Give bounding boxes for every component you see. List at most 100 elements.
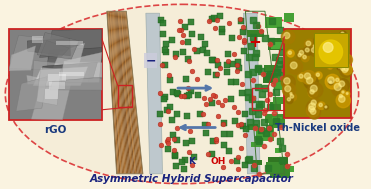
Point [167,79,173,82]
Circle shape [290,93,292,95]
Point [256,139,262,142]
Polygon shape [121,11,138,174]
Circle shape [306,104,319,117]
Polygon shape [124,11,140,174]
Point [235,60,241,64]
Point [267,138,273,141]
Point [255,112,260,115]
Point [256,138,262,141]
Point [253,121,259,124]
Point [189,70,195,73]
Point [256,67,262,70]
Polygon shape [115,11,128,174]
Point [211,16,217,19]
Point [267,93,273,96]
Point [265,166,271,169]
Point [219,30,225,33]
Polygon shape [274,78,292,90]
Polygon shape [263,73,274,83]
Point [266,127,272,130]
Point [226,149,232,152]
Point [181,94,187,97]
Point [164,140,170,143]
Point [238,146,244,149]
Polygon shape [284,13,294,22]
Point [255,24,261,27]
Circle shape [341,32,344,35]
Point [279,50,285,53]
Point [229,36,235,39]
Point [186,150,192,153]
Point [200,113,206,116]
Point [256,172,262,175]
Polygon shape [247,30,265,37]
Circle shape [339,46,344,51]
Point [180,51,186,54]
Point [269,19,275,22]
Polygon shape [112,11,125,174]
Point [259,93,265,96]
Point [194,49,200,52]
Point [178,29,184,32]
Bar [285,29,351,118]
Point [272,112,278,115]
Point [219,104,225,107]
Polygon shape [264,65,278,72]
Circle shape [339,65,348,74]
Polygon shape [116,11,130,174]
Circle shape [290,95,294,98]
Point [272,55,278,58]
Point [278,68,284,71]
Point [278,125,284,128]
Polygon shape [252,160,262,165]
Point [165,109,171,112]
Circle shape [324,105,328,110]
Point [179,40,185,43]
Point [268,40,274,43]
Point [234,160,240,163]
Point [173,155,178,158]
Point [185,86,191,89]
Circle shape [328,77,334,84]
Point [157,123,163,126]
Point [258,29,264,32]
Point [204,70,210,73]
Polygon shape [109,11,121,174]
Polygon shape [279,166,293,172]
Point [163,43,169,46]
Polygon shape [16,77,47,111]
Polygon shape [37,68,61,105]
Text: +: + [249,35,262,50]
Point [203,131,209,134]
Point [232,53,237,56]
Point [173,53,178,56]
Circle shape [302,70,316,84]
Point [174,139,180,142]
Point [162,95,168,98]
Point [202,43,208,46]
Point [174,92,180,95]
Point [235,168,241,171]
Point [214,72,220,75]
Point [255,85,261,88]
Point [189,163,195,167]
Point [242,163,248,167]
Point [175,93,181,96]
Circle shape [305,48,309,52]
Point [270,83,276,86]
Polygon shape [46,48,102,79]
Point [171,153,177,156]
Point [220,166,226,169]
Point [172,56,178,59]
Point [178,95,184,98]
Point [253,23,259,26]
Circle shape [319,40,342,64]
Point [207,98,213,101]
Circle shape [282,83,296,97]
Polygon shape [49,82,65,89]
Circle shape [343,56,348,61]
Point [212,94,218,97]
Point [258,127,264,130]
Circle shape [306,41,311,46]
Point [171,149,177,152]
